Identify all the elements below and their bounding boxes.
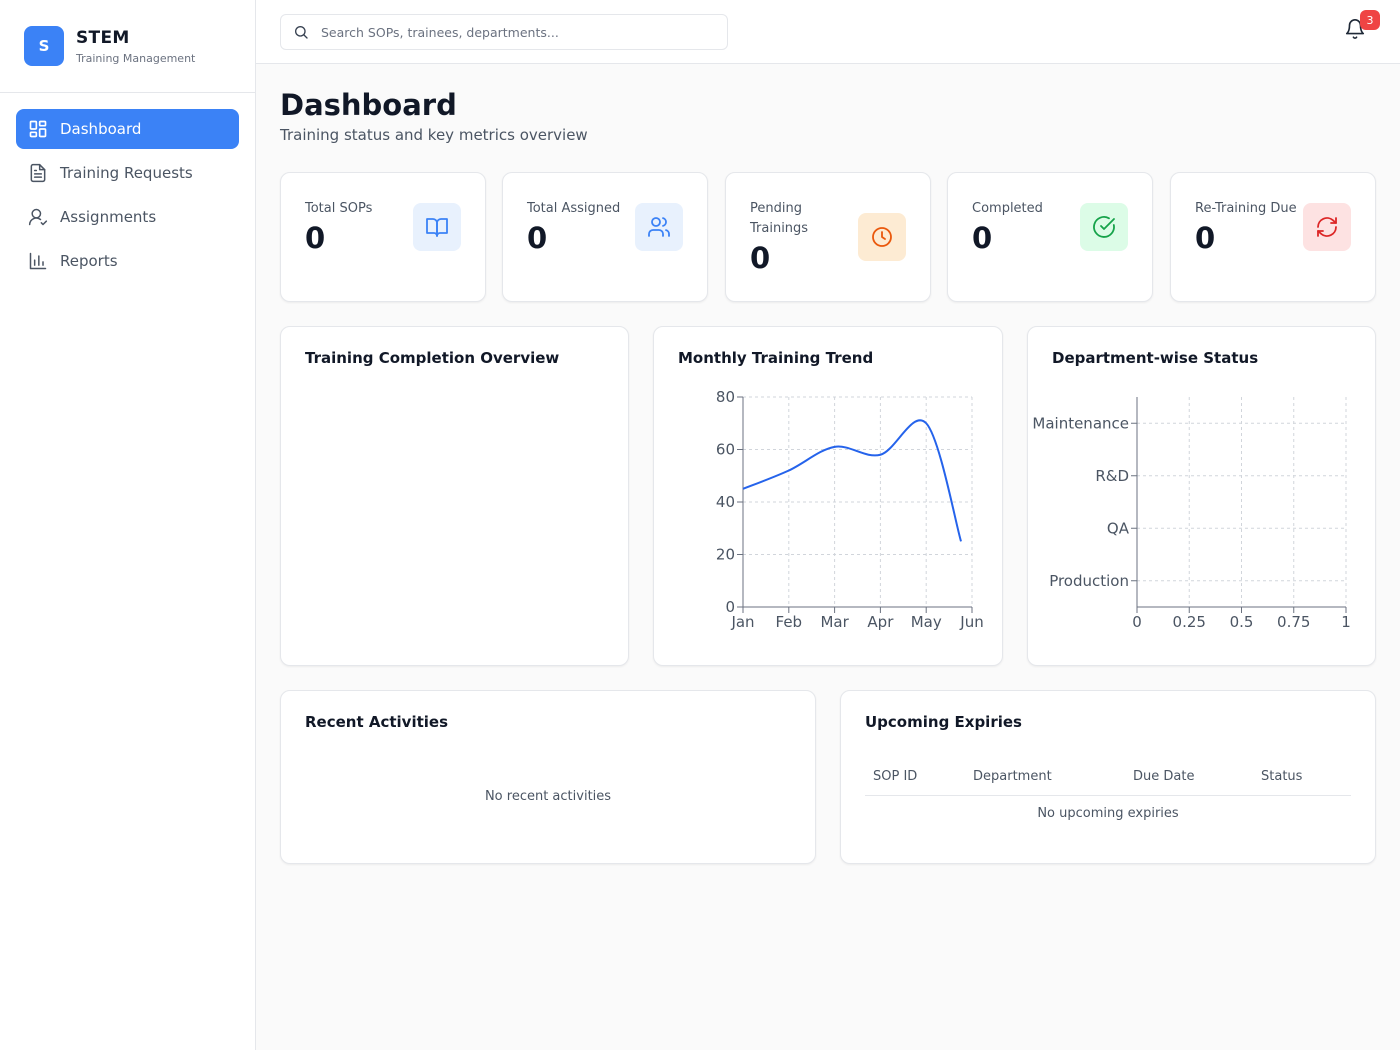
column-header-status[interactable]: Status bbox=[1261, 769, 1303, 784]
page-subtitle: Training status and key metrics overview bbox=[280, 126, 588, 144]
main-content: Dashboard Training status and key metric… bbox=[280, 88, 1376, 864]
sidebar-item-label: Assignments bbox=[60, 208, 157, 226]
expiries-table-header: SOP ID Department Due Date Status bbox=[865, 765, 1351, 796]
x-tick-label: May bbox=[911, 613, 942, 631]
column-header-department[interactable]: Department bbox=[973, 769, 1052, 784]
recent-empty-message: No recent activities bbox=[484, 789, 612, 804]
bell-icon bbox=[1345, 19, 1365, 39]
stat-value: 0 bbox=[750, 241, 771, 275]
sidebar-nav: Dashboard Training Requests Assignments … bbox=[0, 93, 255, 301]
sidebar-item-label: Training Requests bbox=[60, 164, 193, 182]
sidebar-item-dashboard[interactable]: Dashboard bbox=[16, 109, 239, 149]
y-tick-label: Maintenance bbox=[1032, 414, 1129, 432]
user-check-icon bbox=[28, 208, 48, 226]
brand-text: STEM Training Management bbox=[76, 28, 195, 65]
panel-title: Monthly Training Trend bbox=[678, 349, 874, 367]
x-tick-label: Apr bbox=[867, 613, 894, 631]
sidebar-item-assignments[interactable]: Assignments bbox=[16, 197, 239, 237]
search-icon bbox=[295, 26, 308, 39]
stat-label: Re-Training Due bbox=[1195, 201, 1297, 216]
stat-label: Pending Trainings bbox=[750, 201, 809, 236]
search-input[interactable] bbox=[321, 24, 701, 40]
notification-badge: 3 bbox=[1360, 10, 1380, 30]
stat-card-completed: Completed 0 bbox=[947, 172, 1153, 302]
y-tick-label: 80 bbox=[716, 388, 735, 406]
y-tick-label: Production bbox=[1049, 572, 1129, 590]
stat-label: Total Assigned bbox=[527, 201, 621, 216]
stat-card-pending-trainings: Pending Trainings 0 bbox=[725, 172, 931, 302]
book-open-icon bbox=[413, 203, 461, 251]
notifications-button[interactable]: 3 bbox=[1344, 10, 1380, 46]
department-status-panel: Department-wise Status 0 0.25 0.5 0.75 1 Main… bbox=[1027, 326, 1376, 666]
trend-line-chart: Jan Feb Mar Apr May Jun 0 20 40 60 80 bbox=[716, 388, 984, 631]
stat-value: 0 bbox=[1195, 221, 1216, 255]
y-tick-label: R&D bbox=[1095, 467, 1129, 485]
y-tick-label: 60 bbox=[716, 441, 735, 459]
panel-title: Training Completion Overview bbox=[305, 349, 560, 367]
upcoming-expiries-panel: Upcoming Expiries SOP ID Department Due … bbox=[840, 690, 1376, 864]
refresh-icon bbox=[1303, 203, 1351, 251]
stat-card-retraining-due: Re-Training Due 0 bbox=[1170, 172, 1376, 302]
brand: S STEM Training Management bbox=[0, 0, 255, 93]
sidebar-item-training-requests[interactable]: Training Requests bbox=[16, 153, 239, 193]
department-bar-chart: 0 0.25 0.5 0.75 1 Maintenance R&D QA Production bbox=[1032, 397, 1351, 631]
x-tick-label: Feb bbox=[776, 613, 803, 631]
stat-label: Completed bbox=[972, 201, 1043, 216]
x-tick-label: Mar bbox=[820, 613, 849, 631]
clock-icon bbox=[858, 213, 906, 261]
file-text-icon bbox=[30, 163, 46, 183]
y-tick-label: QA bbox=[1107, 519, 1130, 537]
topbar: 3 bbox=[256, 0, 1400, 64]
check-circle-icon bbox=[1080, 203, 1128, 251]
y-tick-label: 0 bbox=[725, 598, 735, 616]
grid-icon bbox=[29, 120, 47, 138]
y-tick-label: 20 bbox=[716, 546, 735, 564]
x-tick-label: 0.75 bbox=[1277, 613, 1310, 631]
stat-card-total-sops: Total SOPs 0 bbox=[280, 172, 486, 302]
stat-value: 0 bbox=[305, 221, 326, 255]
stats-row: Total SOPs 0 Total Assigned 0 Pending Tr… bbox=[280, 172, 1376, 302]
x-tick-label: 1 bbox=[1341, 613, 1351, 631]
sidebar-item-label: Dashboard bbox=[60, 120, 142, 138]
page-title: Dashboard bbox=[280, 88, 457, 122]
brand-logo: S bbox=[24, 26, 64, 66]
x-tick-label: 0.25 bbox=[1173, 613, 1206, 631]
panel-title: Recent Activities bbox=[305, 713, 449, 731]
y-tick-label: 40 bbox=[716, 493, 735, 511]
stat-card-total-assigned: Total Assigned 0 bbox=[502, 172, 708, 302]
column-header-due-date[interactable]: Due Date bbox=[1133, 769, 1195, 784]
brand-name: STEM bbox=[76, 27, 130, 48]
recent-activities-panel: Recent Activities No recent activities bbox=[280, 690, 816, 864]
search-box[interactable] bbox=[280, 14, 728, 50]
x-tick-label: 0.5 bbox=[1230, 613, 1254, 631]
column-header-sop-id[interactable]: SOP ID bbox=[873, 769, 918, 784]
x-tick-label: Jan bbox=[730, 613, 754, 631]
x-tick-label: Jun bbox=[959, 613, 983, 631]
users-icon bbox=[635, 203, 683, 251]
panel-title: Department-wise Status bbox=[1052, 349, 1259, 367]
panel-title: Upcoming Expiries bbox=[865, 713, 1022, 731]
brand-subtitle: Training Management bbox=[76, 51, 196, 65]
expiries-empty-message: No upcoming expiries bbox=[1037, 806, 1179, 821]
completion-overview-panel: Training Completion Overview bbox=[280, 326, 629, 666]
stat-label: Total SOPs bbox=[305, 201, 373, 216]
stat-value: 0 bbox=[527, 221, 548, 255]
sidebar-item-reports[interactable]: Reports bbox=[16, 241, 239, 281]
bar-chart-icon bbox=[29, 252, 47, 270]
x-tick-label: 0 bbox=[1132, 613, 1142, 631]
stat-value: 0 bbox=[972, 221, 993, 255]
trend-series-line bbox=[742, 419, 962, 542]
monthly-trend-panel: Monthly Training Trend Jan Feb Mar Apr May Ju… bbox=[653, 326, 1003, 666]
sidebar: S STEM Training Management Dashboard Tra… bbox=[0, 0, 256, 1050]
sidebar-item-label: Reports bbox=[60, 252, 118, 270]
